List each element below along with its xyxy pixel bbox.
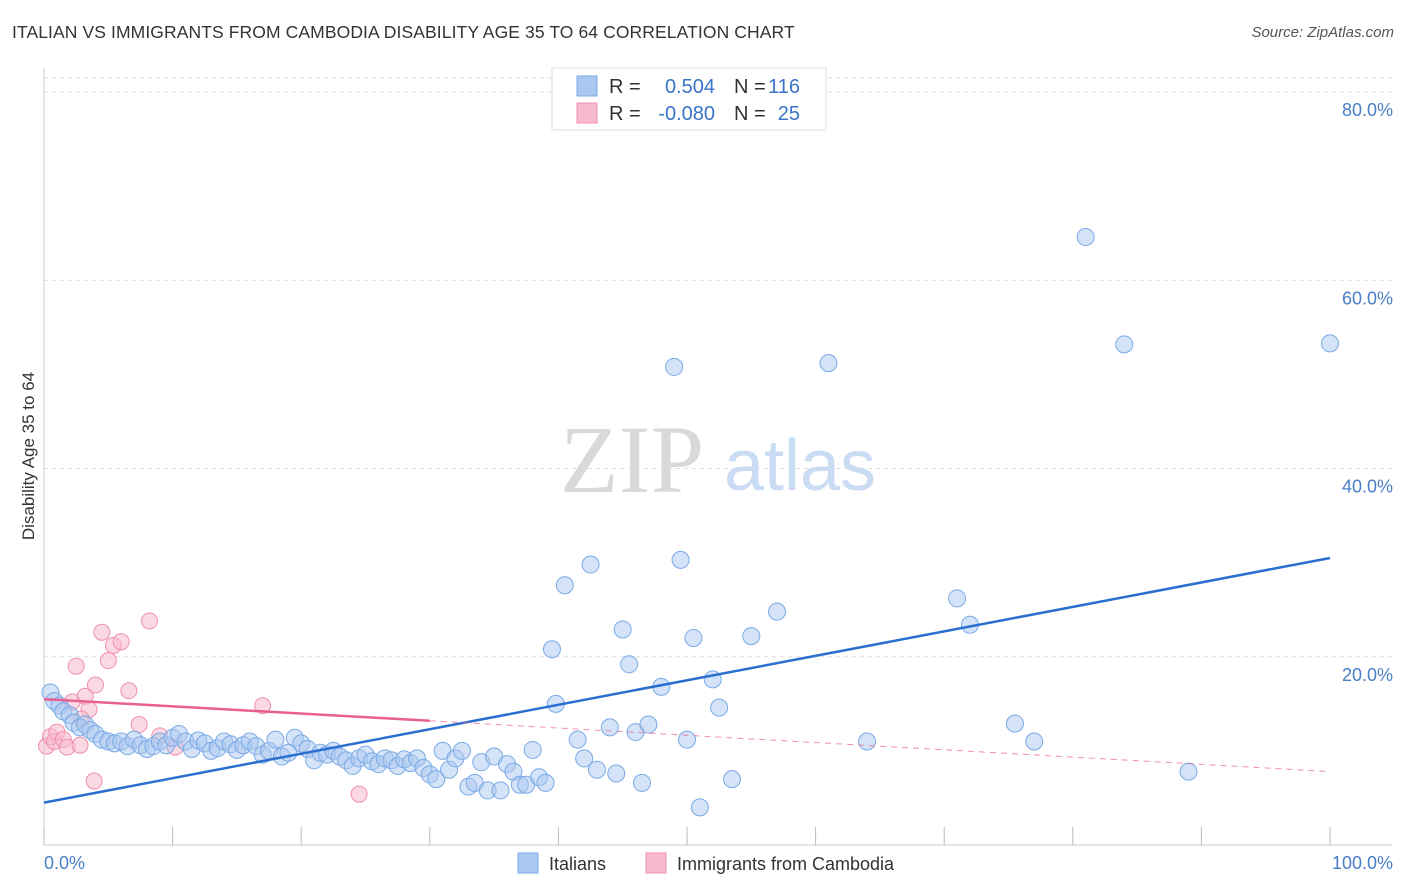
cambodia-point bbox=[85, 772, 103, 790]
italian-point bbox=[723, 770, 742, 789]
italian-point bbox=[768, 602, 787, 621]
italian-point bbox=[266, 730, 285, 749]
italian-point bbox=[568, 730, 587, 749]
y-tick-label: 20.0% bbox=[1342, 665, 1393, 685]
italian-point bbox=[690, 798, 709, 817]
italian-point bbox=[523, 740, 542, 759]
italian-point bbox=[1179, 762, 1198, 781]
italian-point bbox=[819, 354, 838, 373]
italian-point bbox=[555, 576, 574, 595]
y-tick-label: 40.0% bbox=[1342, 477, 1393, 497]
cambodia-point bbox=[71, 736, 89, 754]
legend-r-value: 0.504 bbox=[665, 76, 715, 98]
italians-trend-line bbox=[43, 556, 1331, 804]
italian-point bbox=[536, 773, 555, 792]
cambodia-point bbox=[86, 676, 104, 694]
italian-point bbox=[1005, 714, 1024, 733]
legend-swatch bbox=[576, 102, 598, 124]
italian-point bbox=[1115, 335, 1134, 354]
cambodia-point bbox=[93, 623, 111, 641]
bottom-legend: Italians Immigrants from Cambodia bbox=[517, 852, 895, 874]
cambodia-point bbox=[254, 697, 272, 715]
italian-point bbox=[1025, 732, 1044, 751]
trend-lines bbox=[43, 556, 1331, 804]
watermark: ZIP atlas bbox=[560, 406, 876, 513]
italian-point bbox=[575, 749, 594, 768]
italian-point bbox=[613, 620, 632, 639]
cambodia-point bbox=[130, 716, 148, 734]
legend-r-label: R = bbox=[609, 76, 641, 98]
italian-point bbox=[678, 730, 696, 749]
legend-n-label: N = bbox=[734, 76, 766, 98]
italian-point bbox=[684, 628, 703, 647]
italian-point bbox=[742, 627, 761, 646]
cambodia-point bbox=[120, 682, 138, 700]
italian-point bbox=[491, 781, 510, 800]
gridlines bbox=[44, 77, 1392, 658]
cambodia-point bbox=[112, 633, 130, 651]
watermark-atlas: atlas bbox=[724, 426, 876, 506]
italian-point bbox=[427, 770, 446, 789]
italian-point bbox=[1321, 334, 1339, 353]
y-tick-label: 60.0% bbox=[1342, 288, 1393, 308]
italian-point bbox=[948, 589, 967, 608]
cambodia-point bbox=[350, 785, 368, 803]
bottom-legend-swatch bbox=[517, 852, 539, 874]
legend-r-value: -0.080 bbox=[658, 103, 715, 125]
cambodia-point bbox=[99, 652, 117, 670]
italian-point bbox=[665, 357, 684, 376]
italian-point bbox=[858, 732, 877, 751]
watermark-zip: ZIP bbox=[560, 406, 704, 513]
italian-point bbox=[452, 741, 471, 760]
legend-r-label: R = bbox=[609, 103, 641, 125]
x-tick-label: 100.0% bbox=[1332, 853, 1393, 873]
italian-point bbox=[600, 718, 619, 737]
italian-point bbox=[710, 698, 729, 717]
source-label: Source: ZipAtlas.com bbox=[1251, 24, 1394, 41]
legend: R = 0.504 N = 116 R = -0.080 N = 25 bbox=[551, 67, 827, 131]
legend-n-value: 25 bbox=[778, 103, 800, 125]
italian-point bbox=[1076, 228, 1095, 247]
legend-box bbox=[551, 67, 827, 131]
cambodia-trend-line bbox=[43, 697, 430, 723]
cambodia-point bbox=[140, 612, 158, 630]
italian-point bbox=[587, 760, 606, 779]
cambodia-point bbox=[67, 657, 85, 675]
bottom-legend-label: Italians bbox=[549, 854, 606, 874]
italian-point bbox=[542, 640, 561, 659]
italian-point bbox=[671, 550, 690, 569]
bottom-legend-swatch bbox=[645, 852, 667, 874]
chart-title: ITALIAN VS IMMIGRANTS FROM CAMBODIA DISA… bbox=[12, 22, 795, 42]
italian-point bbox=[620, 655, 639, 674]
legend-n-label: N = bbox=[734, 103, 766, 125]
axes: 0.0% 100.0% 20.0% 40.0% 60.0% 80.0% bbox=[43, 68, 1393, 873]
x-tick-label: 0.0% bbox=[44, 853, 85, 873]
italian-point bbox=[607, 764, 626, 783]
italian-point bbox=[581, 555, 600, 574]
italian-point bbox=[632, 773, 651, 792]
cambodia-trend-extension bbox=[429, 720, 1331, 773]
legend-n-value: 116 bbox=[768, 76, 800, 98]
legend-swatch bbox=[576, 75, 598, 97]
bottom-legend-label: Immigrants from Cambodia bbox=[677, 854, 895, 874]
italians-points bbox=[41, 228, 1339, 817]
y-tick-label: 80.0% bbox=[1342, 100, 1393, 120]
y-axis-label: Disability Age 35 to 64 bbox=[19, 372, 38, 540]
italian-point bbox=[639, 715, 658, 734]
